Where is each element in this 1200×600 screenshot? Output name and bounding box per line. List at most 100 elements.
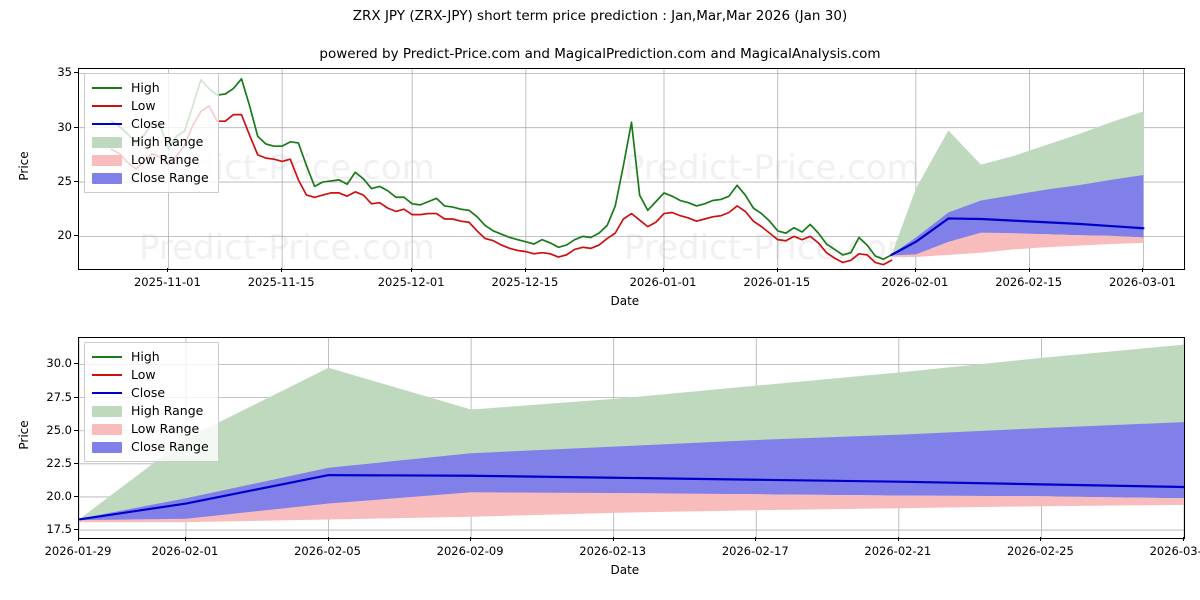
x-tick-mark bbox=[663, 268, 664, 272]
x-tick-label: 2026-02-01 bbox=[881, 275, 949, 289]
series-line-close bbox=[79, 473, 1184, 521]
legend-item-low[interactable]: Low bbox=[92, 97, 209, 115]
legend-swatch-patch-icon bbox=[92, 172, 122, 185]
x-tick-mark bbox=[78, 537, 79, 541]
top-y-axis-label: Price bbox=[17, 151, 31, 181]
y-tick-mark bbox=[74, 181, 78, 183]
x-tick-mark bbox=[1142, 268, 1144, 272]
y-tick-label: 35 bbox=[57, 65, 72, 80]
legend-item-high-range[interactable]: High Range bbox=[92, 402, 209, 420]
legend-item-label: Low Range bbox=[131, 151, 200, 167]
band-low-range bbox=[891, 232, 1144, 258]
y-tick-label: 22.5 bbox=[46, 455, 72, 470]
y-tick-mark bbox=[74, 429, 78, 431]
x-tick-label: 2026-02-13 bbox=[579, 544, 647, 558]
series-line-high bbox=[110, 77, 893, 261]
series-line-close bbox=[890, 217, 1145, 256]
x-tick-label: 2025-12-15 bbox=[491, 275, 559, 289]
y-tick-label: 30.0 bbox=[46, 356, 72, 371]
series-line-low bbox=[110, 105, 893, 266]
legend-item-close-range[interactable]: Close Range bbox=[92, 438, 209, 456]
legend-item-high[interactable]: High bbox=[92, 79, 209, 97]
x-tick-mark bbox=[167, 268, 169, 272]
legend-item-label: Low bbox=[131, 366, 156, 382]
y-tick-mark bbox=[74, 396, 78, 398]
x-tick-label: 2026-02-25 bbox=[1006, 544, 1074, 558]
watermark-text: Predict-Price.com bbox=[139, 228, 435, 268]
y-tick-mark bbox=[74, 363, 78, 365]
x-tick-label: 2025-11-15 bbox=[247, 275, 315, 289]
y-tick-label: 20 bbox=[57, 228, 72, 243]
legend-swatch-patch-icon bbox=[92, 441, 122, 454]
legend-item-label: Close Range bbox=[131, 438, 209, 454]
x-tick-label: 2026-01-29 bbox=[44, 544, 112, 558]
legend-item-close[interactable]: Close bbox=[92, 115, 209, 133]
legend-item-label: Close bbox=[131, 115, 166, 131]
x-tick-label: 2026-02-09 bbox=[436, 544, 504, 558]
legend-item-low-range[interactable]: Low Range bbox=[92, 151, 209, 169]
y-tick-label: 27.5 bbox=[46, 389, 72, 404]
x-tick-mark bbox=[897, 537, 899, 541]
y-tick-mark bbox=[74, 126, 78, 128]
y-tick-mark bbox=[74, 462, 78, 464]
x-tick-label: 2026-02-21 bbox=[864, 544, 932, 558]
x-tick-mark bbox=[1183, 537, 1184, 541]
top-x-axis-label: Date bbox=[610, 294, 640, 308]
top-chart-panel: Predict-Price.com Predict-Price.com Predic… bbox=[0, 60, 1200, 310]
y-tick-mark bbox=[74, 495, 78, 497]
legend-swatch-line-icon bbox=[92, 82, 122, 95]
x-tick-label: 2026-02-01 bbox=[151, 544, 219, 558]
legend-swatch-line-icon bbox=[92, 118, 122, 131]
y-tick-mark bbox=[74, 529, 78, 531]
x-tick-mark bbox=[755, 537, 757, 541]
y-tick-mark bbox=[74, 72, 78, 74]
x-tick-mark bbox=[411, 268, 413, 272]
x-tick-mark bbox=[612, 537, 614, 541]
legend-item-low[interactable]: Low bbox=[92, 366, 209, 384]
x-tick-label: 2026-03-01 bbox=[1108, 275, 1176, 289]
x-tick-mark bbox=[914, 268, 916, 272]
x-tick-label: 2026-02-15 bbox=[995, 275, 1063, 289]
x-tick-mark bbox=[524, 268, 526, 272]
legend-swatch-patch-icon bbox=[92, 154, 122, 167]
bottom-x-axis-label: Date bbox=[610, 563, 640, 577]
y-tick-label: 25 bbox=[57, 174, 72, 189]
legend-swatch-line-icon bbox=[92, 100, 122, 113]
bottom-y-axis-label: Price bbox=[17, 420, 31, 450]
y-tick-label: 20.0 bbox=[46, 488, 72, 503]
x-tick-label: 2025-11-01 bbox=[133, 275, 201, 289]
legend-item-high-range[interactable]: High Range bbox=[92, 133, 209, 151]
legend-item-low-range[interactable]: Low Range bbox=[92, 420, 209, 438]
x-tick-label: 2026-02-05 bbox=[294, 544, 361, 558]
x-tick-mark bbox=[470, 537, 472, 541]
legend-swatch-patch-icon bbox=[92, 423, 122, 436]
page-title: ZRX JPY (ZRX-JPY) short term price predi… bbox=[352, 8, 848, 24]
y-tick-mark bbox=[74, 235, 78, 237]
top-legend: High Low Close High Range Low Range Close Ran… bbox=[84, 73, 219, 193]
x-tick-mark bbox=[184, 537, 186, 541]
top-plot-canvas: Predict-Price.com Predict-Price.comPredic… bbox=[79, 69, 1184, 269]
x-tick-mark bbox=[776, 268, 778, 272]
title-block: ZRX JPY (ZRX-JPY) short term price predi… bbox=[0, 6, 1200, 26]
legend-item-close[interactable]: Close bbox=[92, 384, 209, 402]
x-tick-label: 2026-02-17 bbox=[721, 544, 789, 558]
bottom-legend: High Low Close High Range Low Range Close Ran… bbox=[84, 342, 219, 462]
legend-item-close-range[interactable]: Close Range bbox=[92, 169, 209, 187]
x-tick-mark bbox=[1028, 268, 1030, 272]
legend-swatch-patch-icon bbox=[92, 136, 122, 149]
top-plot-area[interactable]: Predict-Price.com Predict-Price.com Predic… bbox=[78, 68, 1185, 270]
legend-item-high[interactable]: High bbox=[92, 348, 209, 366]
band-close-range bbox=[891, 174, 1144, 257]
band-low-range bbox=[79, 492, 1184, 523]
y-tick-label: 25.0 bbox=[46, 422, 72, 437]
y-tick-label: 30 bbox=[57, 119, 72, 134]
legend-item-label: Low bbox=[131, 97, 156, 113]
x-tick-mark bbox=[1040, 537, 1042, 541]
x-tick-mark bbox=[327, 537, 329, 541]
legend-swatch-line-icon bbox=[92, 387, 122, 400]
page-subtitle: powered by Predict-Price.com and Magical… bbox=[319, 46, 881, 62]
